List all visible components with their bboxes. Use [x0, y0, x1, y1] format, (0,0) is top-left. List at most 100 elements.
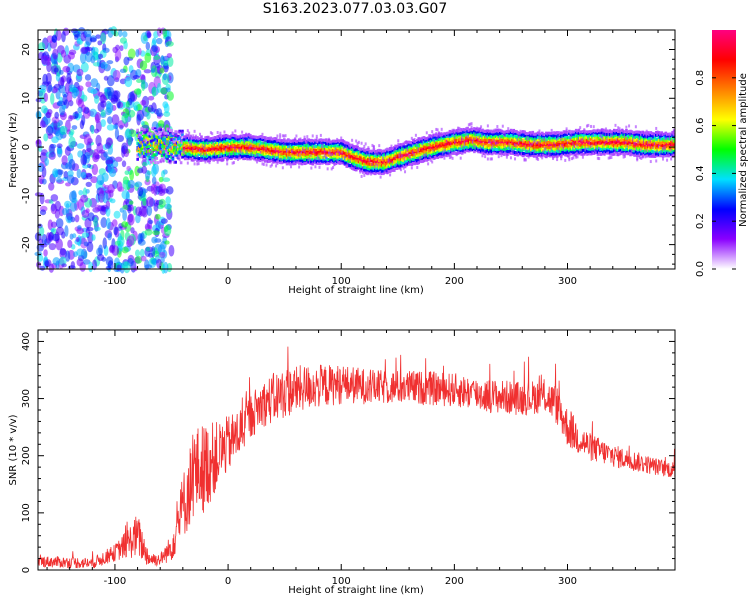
spectrogram-cell — [322, 147, 325, 151]
spectrogram-cell — [456, 139, 460, 143]
spectrogram-cell — [407, 149, 411, 153]
spectrogram-cell — [201, 154, 205, 158]
spectrogram-cell — [388, 146, 392, 150]
spectrogram-cell — [222, 158, 225, 162]
spectrogram-cell — [220, 141, 224, 145]
spectrogram-cell — [341, 154, 344, 158]
spectrogram-cell — [269, 164, 272, 168]
spectrogram-cell — [469, 142, 472, 146]
spectrogram-cell — [144, 140, 148, 144]
spectrogram-cell — [360, 150, 363, 154]
spectrogram-cell — [177, 156, 180, 160]
spectrogram-cell — [546, 145, 549, 149]
spectrogram-cell — [235, 144, 239, 148]
spectrogram-cell — [435, 132, 438, 136]
spectrogram-cell — [359, 170, 362, 174]
spectrogram-cell — [376, 166, 380, 170]
spectrogram-cell — [141, 161, 148, 167]
spectrogram-cell — [168, 159, 172, 163]
spectrogram-cell — [164, 138, 168, 142]
spectrogram-cell — [526, 143, 529, 147]
spectrogram-cell — [474, 136, 478, 140]
spectrogram-cell — [287, 159, 290, 163]
spectrogram-cell — [504, 148, 507, 152]
spectrogram-cell — [166, 134, 169, 138]
spectrogram-cell — [421, 142, 424, 146]
spectrogram-cell — [401, 143, 404, 147]
spectrogram-cell — [201, 158, 204, 162]
spectrogram-cell — [361, 165, 364, 169]
spectrogram-cell — [403, 155, 407, 159]
spectrogram-cell — [527, 149, 530, 153]
spectrogram-cell — [533, 140, 536, 144]
spectrogram-cell — [160, 131, 164, 135]
spectrogram-cell — [251, 146, 255, 150]
spectrogram-cell — [303, 162, 306, 166]
spectrogram-cell — [325, 138, 328, 142]
spectrogram-cell — [542, 138, 545, 142]
spectrogram-cell — [337, 157, 340, 161]
spectrogram-cell — [295, 160, 298, 164]
spectrogram-cell — [107, 162, 114, 174]
spectrogram-cell — [474, 140, 478, 144]
spectrogram-cell — [262, 155, 266, 159]
spectrogram-cell — [312, 152, 316, 156]
spectrogram-cell — [357, 166, 360, 170]
spectrogram-cell — [61, 231, 66, 239]
spectrogram-cell — [512, 142, 516, 146]
spectrogram-cell — [258, 147, 262, 151]
spectrogram-cell — [331, 156, 335, 160]
spectrogram-cell — [390, 153, 393, 157]
spectrogram-cell — [90, 88, 98, 95]
spectrogram-cell — [46, 81, 52, 93]
spectrogram-cell — [420, 137, 423, 141]
spectrogram-cell — [231, 140, 235, 144]
spectrogram-cell — [308, 154, 312, 158]
spectrogram-cell — [249, 138, 252, 142]
spectrogram-cell — [451, 148, 454, 152]
spectrogram-cell — [365, 148, 369, 152]
spectrogram-cell — [498, 139, 502, 143]
spectrogram-cell — [539, 143, 543, 147]
spectrogram-cell — [483, 133, 487, 137]
spectrogram-cell — [230, 145, 233, 149]
spectrogram-cell — [367, 155, 370, 159]
spectrogram-cell — [347, 150, 350, 154]
spectrogram-cell — [48, 263, 55, 273]
spectrogram-cell — [173, 138, 176, 142]
spectrogram-cell — [318, 153, 321, 157]
spectrogram-cell — [557, 141, 560, 145]
spectrogram-cell — [272, 151, 275, 155]
spectrogram-cell — [535, 145, 539, 149]
spectrogram-cell — [507, 138, 510, 142]
spectrogram-cell — [534, 153, 537, 157]
spectrogram-cell — [148, 131, 151, 135]
spectrogram-cell — [360, 169, 363, 173]
spectrogram-cell — [482, 132, 486, 136]
spectrogram-cell — [387, 156, 391, 160]
spectrogram-cell — [428, 154, 431, 158]
spectrogram-cell — [160, 145, 164, 149]
spectrogram-cell — [140, 120, 145, 126]
spectrogram-cell — [535, 135, 539, 139]
spectrogram-cell — [182, 149, 185, 153]
spectrogram-cell — [171, 157, 175, 161]
spectrogram-cell — [435, 146, 438, 150]
spectrogram-cell — [243, 154, 247, 158]
spectrogram-cell — [547, 133, 551, 137]
spectrogram-cell — [272, 137, 275, 141]
spectrogram-cell — [291, 160, 294, 164]
spectrogram-cell — [263, 152, 267, 156]
spectrogram-cell — [333, 149, 336, 153]
spectrogram-cell — [546, 152, 549, 156]
spectrogram-cell — [293, 157, 297, 161]
spectrogram-cell — [526, 136, 529, 140]
spectrogram-cell — [253, 140, 256, 144]
spectrogram-cell — [151, 145, 154, 149]
spectrogram-cell — [480, 146, 483, 150]
spectrogram-cell — [439, 132, 442, 136]
spectrogram-cell — [59, 125, 68, 135]
spectrogram-cell — [346, 164, 350, 168]
spectrogram-cell — [475, 149, 479, 153]
spectrogram-cell — [455, 135, 459, 139]
